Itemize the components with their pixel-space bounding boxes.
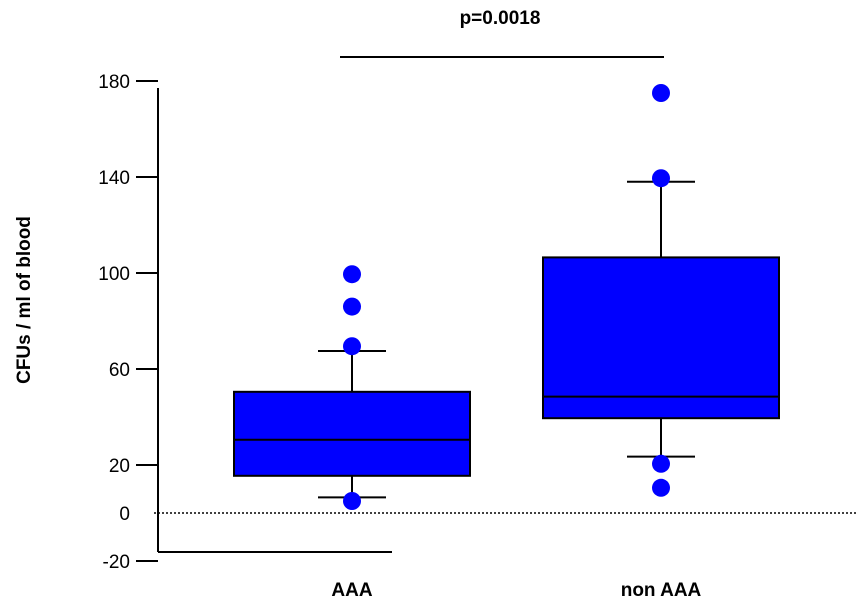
x-category-label: non AAA	[621, 580, 702, 601]
outlier-point	[343, 492, 361, 510]
y-tick-label: 100	[98, 264, 130, 285]
outlier-point	[343, 297, 361, 316]
outlier-point	[343, 337, 361, 356]
y-tick-label: -20	[103, 552, 130, 573]
outlier-point	[652, 478, 670, 497]
x-category-label: AAA	[331, 580, 372, 601]
y-tick-label: 20	[109, 456, 130, 477]
y-tick-label: 140	[98, 168, 130, 189]
outlier-point	[652, 454, 670, 473]
box-iqr	[233, 390, 471, 477]
outlier-point	[652, 169, 670, 188]
y-tick-label: 0	[119, 504, 130, 525]
outlier-point	[652, 84, 670, 102]
box-iqr	[542, 256, 780, 420]
y-tick-label: 180	[98, 72, 130, 93]
y-tick-label: 60	[109, 360, 130, 381]
p-value-annotation: p=0.0018	[460, 8, 541, 29]
y-axis-title: CFUs / ml of blood	[14, 216, 35, 384]
outlier-point	[343, 265, 361, 284]
